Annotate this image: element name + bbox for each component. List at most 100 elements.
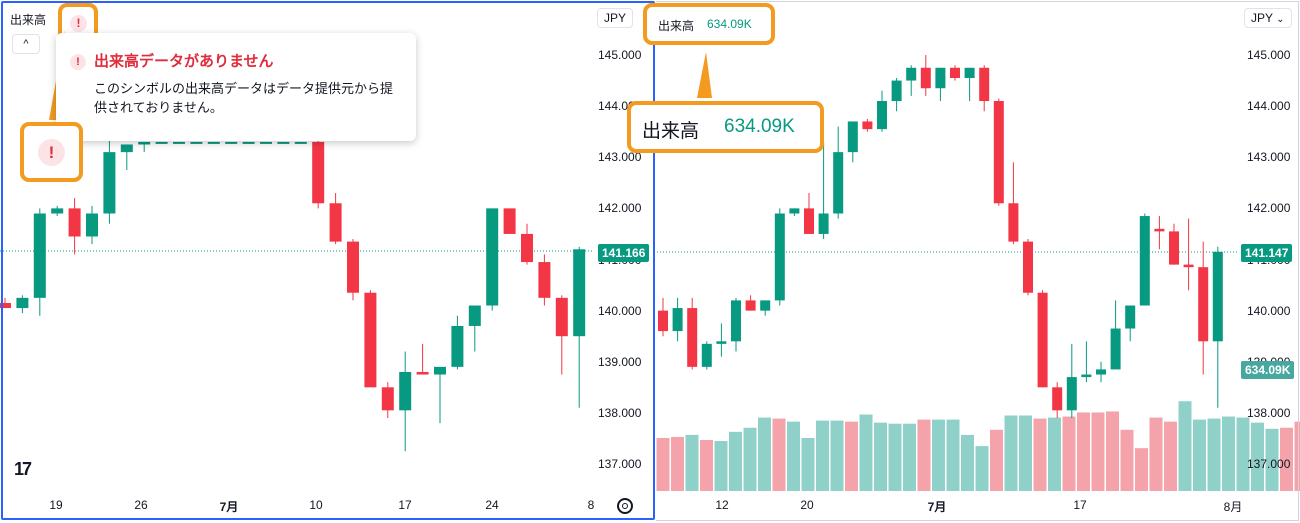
candle-body (701, 343, 712, 367)
volume-bar (946, 419, 960, 491)
date-axis-label: 17 (1073, 498, 1087, 512)
volume-bar (1004, 415, 1018, 491)
candle-body (1183, 264, 1194, 268)
volume-bar (1222, 416, 1235, 491)
candle-body (745, 300, 756, 311)
candle-body (1066, 377, 1077, 411)
volume-bar (917, 419, 931, 491)
candle-body (774, 213, 785, 301)
volume-bar (671, 436, 684, 491)
volume-bar (830, 420, 844, 491)
candle-body (416, 371, 429, 375)
candle-body (538, 262, 551, 298)
volume-bar (1077, 412, 1090, 491)
candle-body (260, 141, 272, 144)
candle-body (347, 241, 359, 293)
left-current-price-tag: 141.166 (598, 244, 650, 262)
candle-body (1169, 231, 1179, 265)
volume-bar (714, 441, 728, 491)
price-axis-label: 142.000 (1247, 201, 1291, 216)
large-warning-highlight-box: ! (20, 122, 83, 182)
volume-bar (845, 421, 858, 491)
right-current-price-tag: 141.147 (1241, 244, 1293, 262)
volume-bar (874, 422, 887, 491)
candle-body (760, 300, 771, 311)
candle-body (847, 121, 858, 153)
candle-body (1052, 387, 1063, 411)
volume-bar (1033, 418, 1047, 491)
collapse-legend-button[interactable]: ^ (12, 34, 40, 54)
chevron-up-icon: ^ (23, 38, 29, 50)
candle-body (1125, 305, 1136, 329)
price-axis-label: 138.000 (1247, 405, 1291, 420)
volume-bar (816, 420, 829, 491)
candle-body (0, 302, 11, 309)
candle-body (103, 152, 116, 214)
candle-body (1198, 267, 1209, 342)
candle-body (1037, 292, 1048, 388)
candle-body (1023, 241, 1033, 293)
candle-body (399, 371, 412, 411)
volume-bar (758, 417, 771, 491)
candle-body (573, 249, 586, 337)
candle-body (964, 67, 975, 79)
candle-body (672, 308, 683, 332)
volume-bar (1236, 417, 1250, 491)
candle-body (658, 310, 668, 332)
volume-bar (1193, 419, 1206, 491)
volume-bar (1048, 417, 1061, 491)
candle-body (1081, 374, 1092, 378)
warning-icon[interactable]: ! (70, 15, 87, 32)
candle-body (935, 67, 946, 89)
date-axis-label: 7月 (219, 500, 239, 514)
candle-body (833, 152, 844, 214)
candle-body (33, 213, 46, 298)
popup-body: このシンボルの出来高データはデータ提供元から提供されておりません。 (94, 81, 394, 115)
candle-body (804, 208, 814, 234)
no-volume-data-popup: ! 出来高データがありません このシンボルの出来高データはデータ提供元から提供さ… (56, 33, 416, 141)
candle-body (51, 208, 64, 214)
candle-body (1212, 251, 1223, 342)
right-volume-tag: 634.09K (1241, 361, 1295, 379)
volume-bar (1149, 417, 1163, 491)
volume-bar (1106, 411, 1119, 491)
right-currency-button[interactable]: JPY ⌄ (1244, 8, 1292, 28)
candle-body (789, 208, 800, 214)
popup-title: 出来高データがありません (94, 53, 274, 70)
volume-callout-box: 出来高 634.09K (627, 101, 824, 153)
candle-body (862, 121, 873, 130)
volume-bar (787, 421, 800, 491)
left-volume-legend-label: 出来高 (10, 13, 47, 27)
date-axis-label: 7月 (927, 500, 947, 514)
price-axis-label: 137.000 (1247, 457, 1291, 471)
candle-body (1154, 228, 1165, 232)
candle-body (120, 144, 133, 153)
candle-body (731, 300, 741, 342)
price-axis-label: 140.000 (598, 303, 642, 318)
candle-body (68, 208, 81, 237)
callout-volume-label: 出来高 (642, 121, 700, 142)
right-volume-legend-value: 634.09K (707, 17, 752, 31)
candle-body (468, 305, 481, 326)
left-currency-button[interactable]: JPY (597, 8, 634, 28)
volume-bar (700, 440, 713, 491)
volume-bar (656, 437, 670, 491)
volume-legend-highlight-box: 出来高 634.09K (643, 3, 775, 45)
right-volume-legend-label: 出来高 (658, 19, 695, 33)
volume-bar (859, 414, 873, 491)
right-currency-label: JPY (1251, 11, 1273, 25)
candle-body (1008, 203, 1019, 242)
candle-body (312, 141, 325, 204)
candle-body (138, 141, 151, 145)
volume-bar (685, 434, 699, 491)
settings-gear-icon[interactable] (617, 498, 633, 514)
candle-body (521, 233, 533, 263)
volume-bar (975, 446, 989, 491)
price-axis-label: 145.000 (598, 48, 642, 62)
volume-bar (1091, 412, 1105, 491)
date-axis-label: 26 (134, 498, 148, 512)
price-axis-label: 143.000 (598, 150, 642, 165)
date-axis-label: 20 (800, 498, 814, 512)
